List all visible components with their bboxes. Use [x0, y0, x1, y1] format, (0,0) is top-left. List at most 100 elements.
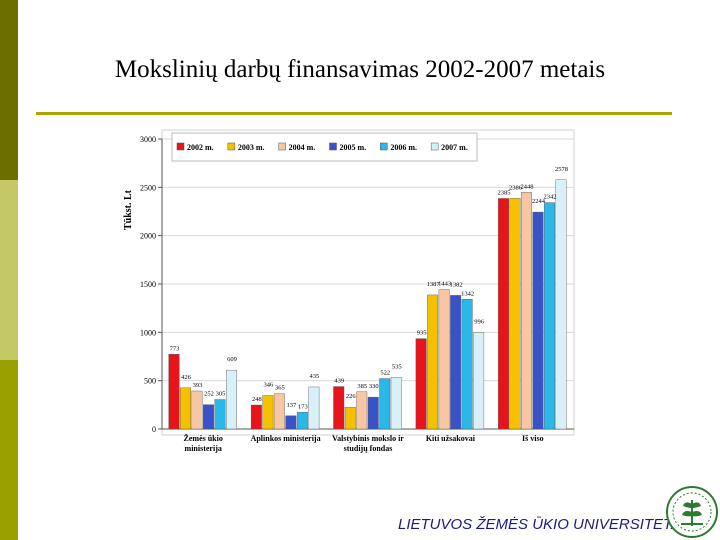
bar-2003-cat3 — [427, 294, 439, 430]
bar-2006-cat1 — [296, 412, 308, 430]
y-tick-label: 0 — [152, 425, 156, 434]
value-label: 2385 — [498, 189, 511, 196]
legend-label: 2006 m. — [390, 143, 417, 152]
bar-2002-cat3 — [415, 338, 427, 430]
bar-2004-cat4 — [521, 192, 532, 430]
legend-swatch — [227, 142, 236, 151]
y-tick-label: 2000 — [140, 232, 156, 241]
bar-2007-cat4 — [555, 179, 567, 430]
value-label: 252 — [204, 391, 214, 398]
decor-band-middle — [0, 180, 18, 360]
value-label: 935 — [417, 330, 427, 337]
bar-2006-cat4 — [544, 202, 555, 430]
y-tick-label: 1000 — [140, 328, 156, 337]
value-label: 330 — [369, 383, 379, 390]
value-label: 773 — [170, 345, 180, 352]
legend-swatch — [329, 142, 337, 151]
x-tick-label: ministerija — [185, 444, 222, 453]
value-label: 365 — [275, 385, 285, 392]
y-tick-label: 2500 — [140, 183, 156, 192]
value-label: 2448 — [521, 183, 534, 190]
legend-swatch — [176, 142, 185, 151]
bar-2004-cat0 — [191, 390, 203, 430]
bar-2005-cat2 — [367, 396, 379, 430]
legend-label: 2007 m. — [441, 143, 468, 152]
bar-2007-cat3 — [473, 332, 485, 430]
legend-swatch — [278, 142, 286, 151]
bar-2006-cat0 — [214, 399, 226, 430]
value-label: 435 — [309, 373, 319, 380]
bar-2007-cat1 — [308, 386, 320, 430]
bar-2002-cat2 — [333, 386, 345, 430]
bar-2005-cat3 — [450, 295, 462, 430]
value-label: 226 — [346, 393, 357, 400]
bar-2003-cat0 — [179, 387, 191, 430]
bar-2004-cat3 — [438, 289, 450, 430]
value-label: 305 — [216, 391, 226, 398]
bar-2007-cat0 — [225, 369, 237, 430]
bar-2002-cat4 — [498, 198, 509, 430]
value-label: 385 — [357, 383, 367, 390]
bar-2005-cat4 — [532, 211, 544, 430]
legend-swatch — [380, 142, 388, 151]
decor-band-bottom — [0, 360, 18, 540]
slide-title: Mokslinių darbų finansavimas 2002-2007 m… — [114, 56, 606, 83]
bar-2002-cat1 — [250, 404, 262, 430]
title-divider — [36, 112, 672, 115]
y-axis-label: Tūkst. Lt — [123, 189, 134, 230]
bar-2006-cat2 — [379, 378, 391, 430]
value-label: 439 — [334, 378, 344, 385]
value-label: 346 — [263, 382, 274, 389]
bar-2003-cat4 — [509, 198, 521, 430]
value-label: 1342 — [461, 290, 474, 297]
value-label: 2386 — [509, 184, 523, 191]
bar-chart: 0 500 1000 1500 2000 2500 3000 Tūkst. Lt 773 42… — [123, 129, 575, 453]
legend: 2002 m. 2003 m. 2004 m. 2005 m. 2006 m. 2007 … — [171, 132, 478, 162]
x-tick-label: Aplinkos ministerija — [251, 434, 321, 443]
university-name: LIETUVOS ŽEMĖS ŪKIO UNIVERSITETAS — [398, 516, 692, 533]
bar-2007-cat2 — [390, 377, 402, 430]
value-label: 609 — [227, 356, 237, 363]
legend-label: 2002 m. — [187, 143, 214, 152]
y-tick-label: 1500 — [140, 280, 156, 289]
y-tick-label: 3000 — [140, 135, 156, 144]
legend-label: 2005 m. — [340, 143, 367, 152]
value-label: 996 — [474, 319, 485, 326]
bar-2006-cat3 — [461, 299, 473, 430]
bar-2005-cat0 — [202, 404, 214, 430]
value-label: 2342 — [544, 194, 557, 201]
value-label: 1387 — [427, 281, 441, 288]
value-label: 2578 — [555, 166, 568, 173]
value-label: 137 — [286, 402, 297, 409]
legend-label: 2004 m. — [289, 143, 316, 152]
decor-band-top — [0, 0, 18, 180]
value-label: 522 — [380, 370, 390, 377]
bar-series — [168, 179, 567, 430]
value-label: 535 — [392, 363, 402, 370]
value-label: 248 — [252, 396, 262, 403]
value-label: 1443 — [438, 281, 451, 288]
value-label: 1382 — [450, 281, 463, 288]
bar-2002-cat0 — [168, 354, 180, 430]
bar-2004-cat1 — [273, 393, 285, 430]
legend-box — [171, 132, 478, 162]
value-label: 2244 — [532, 198, 546, 205]
x-tick-label: Iš viso — [522, 434, 544, 443]
value-label: 173 — [298, 403, 308, 410]
x-tick-label: Žemės ūkio — [184, 433, 223, 443]
value-label: 426 — [181, 374, 192, 381]
y-tick-label: 500 — [144, 377, 156, 386]
x-tick-label: Valstybinis mokslo ir — [332, 434, 404, 443]
bar-2003-cat1 — [262, 395, 274, 430]
bar-2003-cat2 — [344, 406, 356, 430]
x-tick-label: Kiti užsakovai — [426, 434, 476, 443]
bar-2005-cat1 — [285, 415, 297, 430]
bar-2004-cat2 — [356, 391, 368, 430]
legend-swatch — [430, 142, 439, 151]
x-tick-label: studijų fondas — [344, 444, 393, 453]
value-label: 393 — [193, 382, 203, 389]
university-seal-icon — [666, 486, 718, 538]
legend-label: 2003 m. — [238, 143, 265, 152]
